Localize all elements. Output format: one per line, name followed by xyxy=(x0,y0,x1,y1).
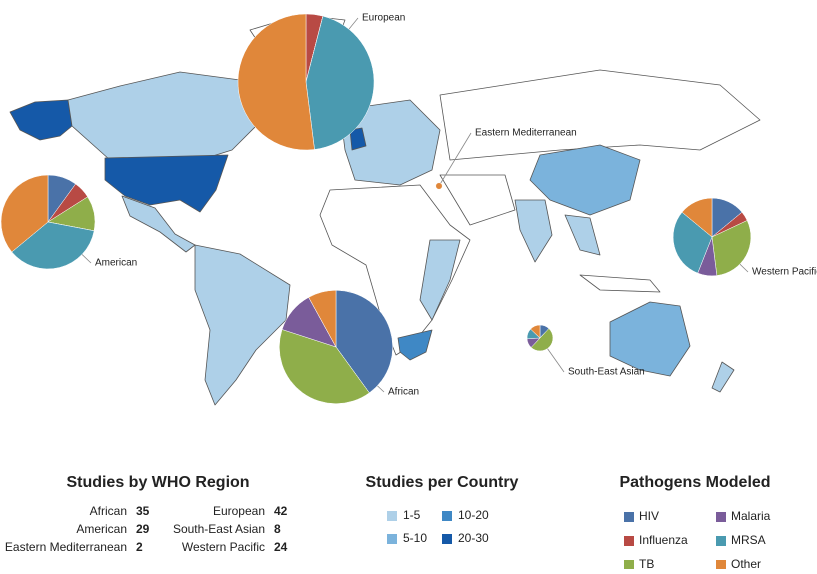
alaska xyxy=(9,99,73,141)
india xyxy=(514,199,553,263)
legend-swatch xyxy=(624,560,634,570)
legend-swatch xyxy=(624,512,634,522)
region-count: 35 xyxy=(136,504,150,518)
legend-swatch xyxy=(716,536,726,546)
legend-swatch xyxy=(442,534,452,544)
pie-slice xyxy=(681,197,713,238)
legend-label: 1-5 xyxy=(403,508,421,522)
europe xyxy=(339,99,441,186)
legend-label: HIV xyxy=(639,509,659,523)
region-count: 8 xyxy=(274,522,281,536)
region-name: Eastern Mediterranean xyxy=(5,540,127,554)
region-name: African xyxy=(90,504,127,518)
region-count: 2 xyxy=(136,540,143,554)
uk xyxy=(349,127,367,151)
region-pies: African American Eastern Mediterranean Euro… xyxy=(0,13,817,404)
legend-swatch xyxy=(716,512,726,522)
legend-title: Studies per Country xyxy=(366,474,519,491)
legend-title: Pathogens Modeled xyxy=(619,474,770,491)
legend-swatch xyxy=(387,534,397,544)
legend-swatch xyxy=(442,511,452,521)
new-zealand xyxy=(711,361,735,393)
southeast-asia xyxy=(564,214,601,256)
pie-slice xyxy=(672,211,713,274)
region-map-label: European xyxy=(362,13,405,24)
australia xyxy=(609,301,691,377)
region-name: Western Pacific xyxy=(182,540,265,554)
leader-line xyxy=(438,132,472,187)
south-africa xyxy=(397,329,433,361)
legend-swatch xyxy=(624,536,634,546)
central-america xyxy=(121,195,196,253)
usa xyxy=(104,154,229,213)
region-map-label: Eastern Mediterranean xyxy=(475,128,577,139)
legend-label: 5-10 xyxy=(403,531,427,545)
region-name: American xyxy=(76,522,127,536)
legend-title: Studies by WHO Region xyxy=(66,474,249,491)
middle-east xyxy=(439,174,516,226)
legend-label: Influenza xyxy=(639,533,688,547)
legend-label: MRSA xyxy=(731,533,766,547)
legend-label: Other xyxy=(731,557,761,569)
pie-slice xyxy=(237,13,315,151)
pie-slice xyxy=(530,328,554,352)
pie-slice xyxy=(11,221,95,270)
china xyxy=(529,144,641,216)
pie-slice xyxy=(279,329,370,404)
region-name: European xyxy=(213,504,265,518)
pie-slice xyxy=(711,220,752,276)
south-america xyxy=(194,244,291,406)
russia xyxy=(439,69,761,161)
pie-slice xyxy=(435,182,443,190)
pie-slice xyxy=(335,290,393,394)
region-map-label: Western Pacific xyxy=(752,267,817,278)
region-map-label: African xyxy=(388,387,419,398)
pie-slice xyxy=(0,174,49,253)
canada xyxy=(67,71,263,161)
pie-slice xyxy=(530,324,541,339)
legend-swatch xyxy=(387,511,397,521)
legend-label: 20-30 xyxy=(458,531,489,545)
region-name: South-East Asian xyxy=(173,522,265,536)
region-map-label: South-East Asian xyxy=(568,367,645,378)
legend-label: Malaria xyxy=(731,509,771,523)
pie-slice xyxy=(305,15,375,150)
region-count: 29 xyxy=(136,522,150,536)
legend-label: TB xyxy=(639,557,654,569)
indonesia xyxy=(579,274,661,293)
legend-swatch xyxy=(716,560,726,570)
region-map-label: American xyxy=(95,258,137,269)
pie-slice xyxy=(308,290,337,348)
region-count: 42 xyxy=(274,504,288,518)
world-map xyxy=(9,14,761,406)
legend-label: 10-20 xyxy=(458,508,489,522)
east-africa xyxy=(419,239,461,321)
region-count: 24 xyxy=(274,540,288,554)
